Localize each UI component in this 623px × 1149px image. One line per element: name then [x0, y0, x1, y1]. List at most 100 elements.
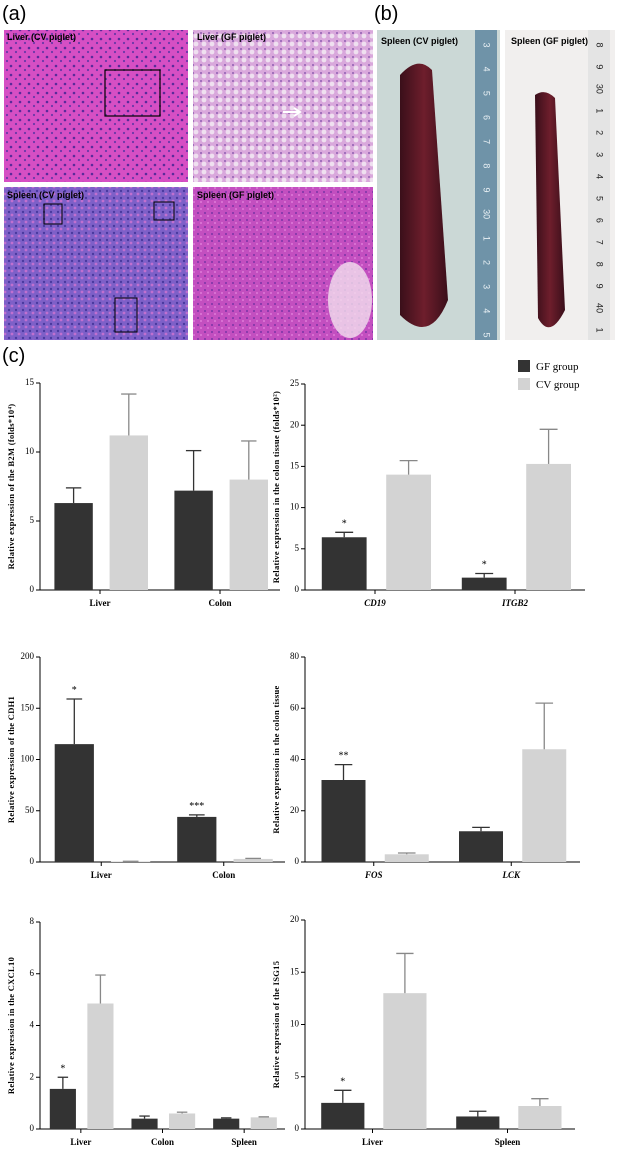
error-bar [472, 826, 490, 832]
y-tick-label: 0 [30, 856, 35, 866]
ruler-label: 8 [595, 262, 605, 267]
image-label: Spleen (GF piglet) [197, 190, 274, 200]
ruler-label: 9 [595, 64, 605, 69]
y-axis-label: Relative expression of the B2M (folds*10… [6, 404, 16, 570]
bar [321, 780, 366, 862]
error-bar [531, 1098, 549, 1107]
panel-label: (a) [2, 3, 26, 25]
y-tick-label: 80 [290, 651, 300, 661]
bar [54, 503, 93, 590]
significance: * [342, 518, 347, 529]
x-tick-label: Colon [212, 870, 235, 880]
significance: * [72, 685, 77, 696]
y-tick-label: 8 [30, 916, 35, 926]
error-bar [188, 814, 205, 817]
y-tick-label: 4 [30, 1020, 35, 1030]
image-label: Liver (GF piglet) [197, 32, 266, 42]
y-tick-label: 0 [295, 584, 300, 594]
y-axis-label: Relative expression of the ISG15 [271, 961, 281, 1089]
error-bar [176, 1111, 188, 1114]
y-tick-label: 20 [290, 805, 300, 815]
y-axis-label: Relative expression of the CDH1 [6, 696, 16, 823]
bar [131, 1118, 158, 1129]
legend-label: GF group [536, 361, 579, 373]
y-tick-label: 0 [30, 584, 35, 594]
ruler-label: 30 [482, 209, 492, 219]
bar [383, 993, 427, 1129]
bar [384, 854, 429, 862]
y-tick-label: 2 [30, 1071, 35, 1081]
bar [459, 831, 503, 862]
y-tick-label: 6 [30, 968, 35, 978]
y-tick-label: 60 [290, 702, 300, 712]
error-bar [335, 531, 354, 538]
y-tick-label: 20 [290, 419, 300, 429]
bar [174, 490, 213, 590]
histology-image [4, 30, 188, 182]
image-label: Liver (CV piglet) [7, 32, 76, 42]
ruler-label: 7 [482, 139, 492, 144]
image-label: Spleen (CV piglet) [7, 190, 84, 200]
x-tick-label: ITGB2 [501, 598, 529, 608]
x-tick-label: Liver [90, 598, 111, 608]
bar [461, 577, 507, 590]
ruler-label: 9 [595, 284, 605, 289]
ruler-label: 6 [482, 115, 492, 120]
significance: ** [339, 751, 349, 762]
y-tick-label: 100 [21, 754, 35, 764]
x-tick-label: FOS [364, 870, 383, 880]
y-tick-label: 10 [25, 446, 35, 456]
y-axis-label: Relative expression in the colon tissue … [271, 391, 281, 583]
roi-box [104, 69, 161, 117]
roi-box [153, 201, 175, 221]
tissue-region [328, 262, 372, 338]
x-tick-label: Colon [151, 1137, 174, 1147]
ruler-label: 8 [482, 163, 492, 168]
ruler-label: 9 [482, 187, 492, 192]
y-tick-label: 0 [295, 856, 300, 866]
ruler-label: 2 [482, 260, 492, 265]
bar [177, 816, 217, 862]
error-bar [220, 1117, 232, 1119]
ruler [588, 30, 610, 340]
ruler-label: 1 [482, 236, 492, 241]
error-bar [258, 1116, 269, 1118]
bar [213, 1118, 240, 1129]
bar [321, 537, 367, 590]
ruler-label: 5 [595, 196, 605, 201]
error-bar [95, 974, 106, 1004]
error-bar [241, 440, 257, 480]
ruler-label: 4 [482, 67, 492, 72]
bar [386, 474, 431, 590]
arrow [283, 107, 302, 117]
y-tick-label: 5 [295, 1071, 300, 1081]
ruler-label: 3 [482, 284, 492, 289]
x-tick-label: LCK [501, 870, 521, 880]
y-axis-label: Relative expression in the colon tissue [271, 685, 281, 833]
ruler-label: 40 [595, 303, 605, 313]
error-bar [57, 1076, 69, 1089]
y-tick-label: 0 [295, 1123, 300, 1133]
legend-swatch [518, 360, 530, 372]
y-axis-label: Relative expression in the CXCL10 [6, 957, 16, 1094]
y-tick-label: 50 [25, 805, 35, 815]
bar [229, 479, 268, 590]
histology-image [4, 187, 188, 340]
roi-box [114, 297, 138, 333]
ruler [475, 30, 497, 340]
bar [518, 1106, 562, 1129]
error-bar [469, 1110, 487, 1117]
x-tick-label: Colon [208, 598, 231, 608]
error-bar [539, 428, 558, 464]
panel-label: (b) [374, 3, 398, 25]
y-tick-label: 15 [25, 377, 35, 387]
error-bar [399, 459, 418, 475]
bar [250, 1117, 277, 1129]
significance: *** [189, 801, 204, 812]
y-tick-label: 10 [290, 502, 300, 512]
ruler-label: 2 [595, 130, 605, 135]
ruler-label: 4 [482, 308, 492, 313]
ruler-label: 7 [595, 240, 605, 245]
ruler-label: 3 [595, 152, 605, 157]
bar [233, 858, 273, 862]
